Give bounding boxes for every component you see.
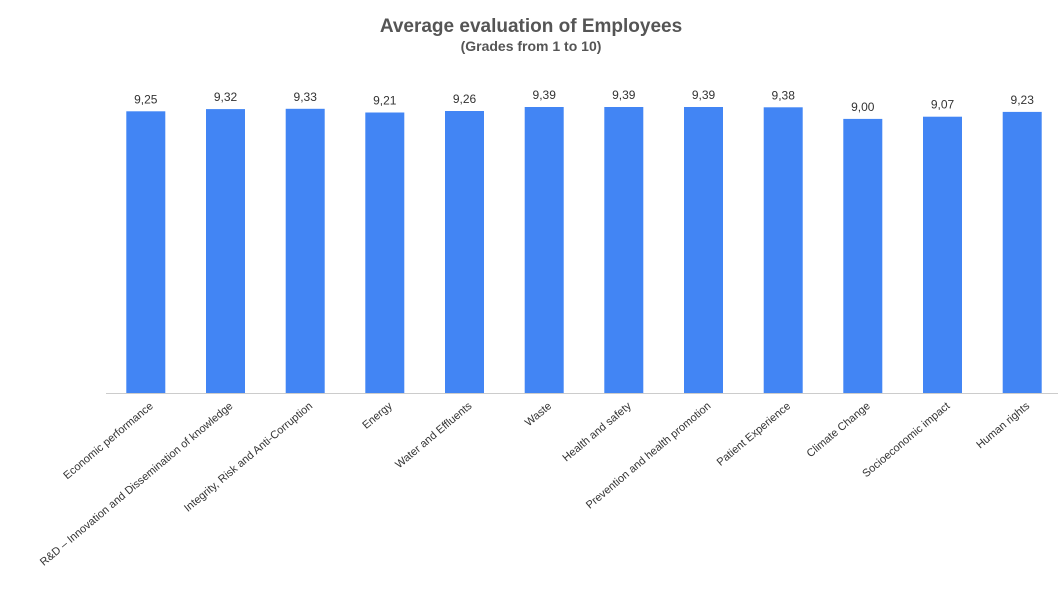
x-tick-label: Climate Change [805,400,873,460]
x-tick-label: Integrity, Risk and Anti-Corruption [182,400,315,514]
chart-title-block: Average evaluation of Employees (Grades … [0,16,1062,54]
value-label: 9,38 [772,88,796,102]
value-label: 9,00 [851,100,875,114]
x-tick-label: Patient Experience [715,400,793,469]
bar[interactable] [1002,111,1042,394]
value-label: 9,25 [134,92,158,106]
bar[interactable] [206,109,245,393]
value-label: 9,39 [692,88,716,102]
value-label: 9,23 [1011,93,1035,107]
bar[interactable] [285,108,325,394]
bar[interactable] [763,107,803,394]
x-tick-label: Prevention and health promotion [584,400,714,511]
value-label: 9,07 [931,98,955,112]
x-tick-label: Socioeconomic impact [860,400,952,480]
bar[interactable] [365,112,405,394]
bar[interactable] [524,107,564,393]
chart-title: Average evaluation of Employees [379,16,683,37]
value-label: 9,21 [373,94,397,108]
value-label: 9,26 [453,92,477,106]
value-label: 9,33 [294,90,318,104]
bar[interactable] [923,116,962,393]
x-tick-label: Human rights [974,400,1032,452]
chart-subtitle: (Grades from 1 to 10) [460,38,602,54]
x-tick-label: Health and safety [560,400,634,465]
value-label: 9,39 [533,88,557,102]
bar[interactable] [445,111,484,393]
x-tick-label: Energy [360,400,395,432]
value-label: 9,32 [214,90,238,104]
x-tick-label: Water and Effluents [393,400,475,471]
x-tick-label: Economic performance [61,400,155,482]
bar[interactable] [843,118,883,394]
value-label: 9,39 [612,88,636,102]
bar[interactable] [604,107,644,393]
bar[interactable] [126,111,166,394]
x-tick-label: Waste [523,400,554,429]
bar[interactable] [684,107,723,393]
